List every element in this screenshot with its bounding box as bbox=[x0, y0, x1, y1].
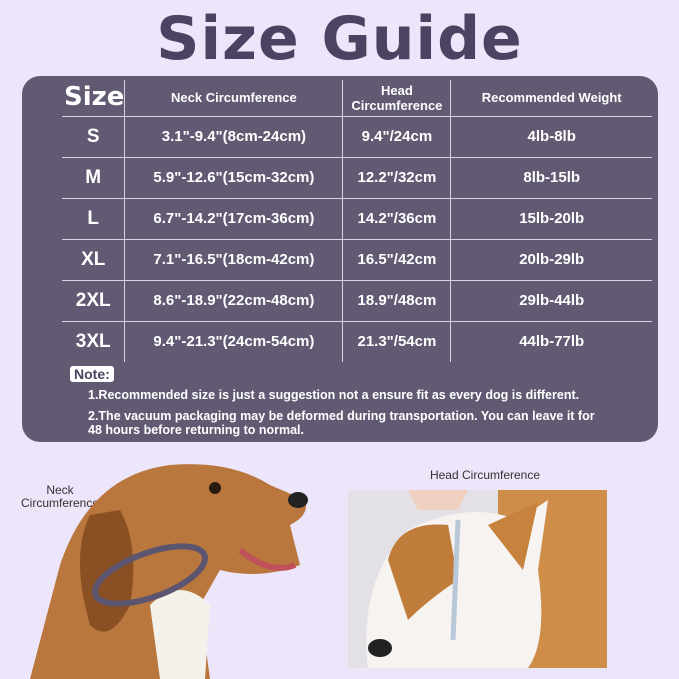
cell-head: 18.9"/48cm bbox=[342, 279, 451, 321]
beagle-neck-image bbox=[30, 464, 308, 679]
header-head: Head Circumference bbox=[342, 80, 451, 116]
cell-size: L bbox=[62, 197, 125, 239]
table-row: L 6.7"-14.2"(17cm-36cm) 14.2"/36cm 15lb-20l… bbox=[62, 197, 652, 239]
table-row: 3XL 9.4"-21.3"(24cm-54cm) 21.3"/54cm 44lb-7… bbox=[62, 320, 652, 362]
cell-head: 14.2"/36cm bbox=[342, 197, 451, 239]
table-row: S 3.1"-9.4"(8cm-24cm) 9.4"/24cm 4lb-8lb bbox=[62, 115, 652, 157]
corgi-head-photo bbox=[348, 490, 607, 668]
cell-weight: 29lb-44lb bbox=[450, 279, 652, 321]
cell-head: 21.3"/54cm bbox=[342, 320, 451, 362]
table-row: 2XL 8.6"-18.9"(22cm-48cm) 18.9"/48cm 29lb-4… bbox=[62, 279, 652, 321]
cell-size: XL bbox=[62, 238, 125, 280]
cell-size: 2XL bbox=[62, 279, 125, 321]
size-table-panel: Size Neck Circumference Head Circumferen… bbox=[22, 76, 658, 442]
cell-size: 3XL bbox=[62, 320, 125, 362]
cell-head: 16.5"/42cm bbox=[342, 238, 451, 280]
cell-weight: 44lb-77lb bbox=[450, 320, 652, 362]
cell-weight: 15lb-20lb bbox=[450, 197, 652, 239]
cell-weight: 20lb-29lb bbox=[450, 238, 652, 280]
note-2: 2.The vacuum packaging may be deformed d… bbox=[88, 409, 595, 437]
cell-weight: 4lb-8lb bbox=[450, 115, 652, 157]
header-weight: Recommended Weight bbox=[450, 80, 652, 116]
header-size: Size bbox=[64, 82, 125, 113]
size-table: Size Neck Circumference Head Circumferen… bbox=[62, 80, 652, 362]
table-row: M 5.9"-12.6"(15cm-32cm) 12.2"/32cm 8lb-15lb bbox=[62, 156, 652, 198]
cell-neck: 9.4"-21.3"(24cm-54cm) bbox=[124, 320, 343, 362]
cell-neck: 6.7"-14.2"(17cm-36cm) bbox=[124, 197, 343, 239]
head-circumference-label: Head Circumference bbox=[429, 468, 541, 482]
cell-neck: 8.6"-18.9"(22cm-48cm) bbox=[124, 279, 343, 321]
cell-head: 9.4"/24cm bbox=[342, 115, 451, 157]
note-label: Note: bbox=[70, 366, 114, 382]
table-header: Size Neck Circumference Head Circumferen… bbox=[62, 80, 652, 116]
cell-size: S bbox=[62, 115, 125, 157]
cell-size: M bbox=[62, 156, 125, 198]
neck-circumference-label: Neck Circumference bbox=[20, 483, 100, 510]
cell-neck: 3.1"-9.4"(8cm-24cm) bbox=[124, 115, 343, 157]
cell-neck: 7.1"-16.5"(18cm-42cm) bbox=[124, 238, 343, 280]
table-row: XL 7.1"-16.5"(18cm-42cm) 16.5"/42cm 20lb-29… bbox=[62, 238, 652, 280]
page-title: Size Guide bbox=[156, 4, 523, 74]
header-neck: Neck Circumference bbox=[124, 80, 343, 116]
cell-weight: 8lb-15lb bbox=[450, 156, 652, 198]
cell-head: 12.2"/32cm bbox=[342, 156, 451, 198]
note-1: 1.Recommended size is just a suggestion … bbox=[88, 388, 580, 402]
cell-neck: 5.9"-12.6"(15cm-32cm) bbox=[124, 156, 343, 198]
